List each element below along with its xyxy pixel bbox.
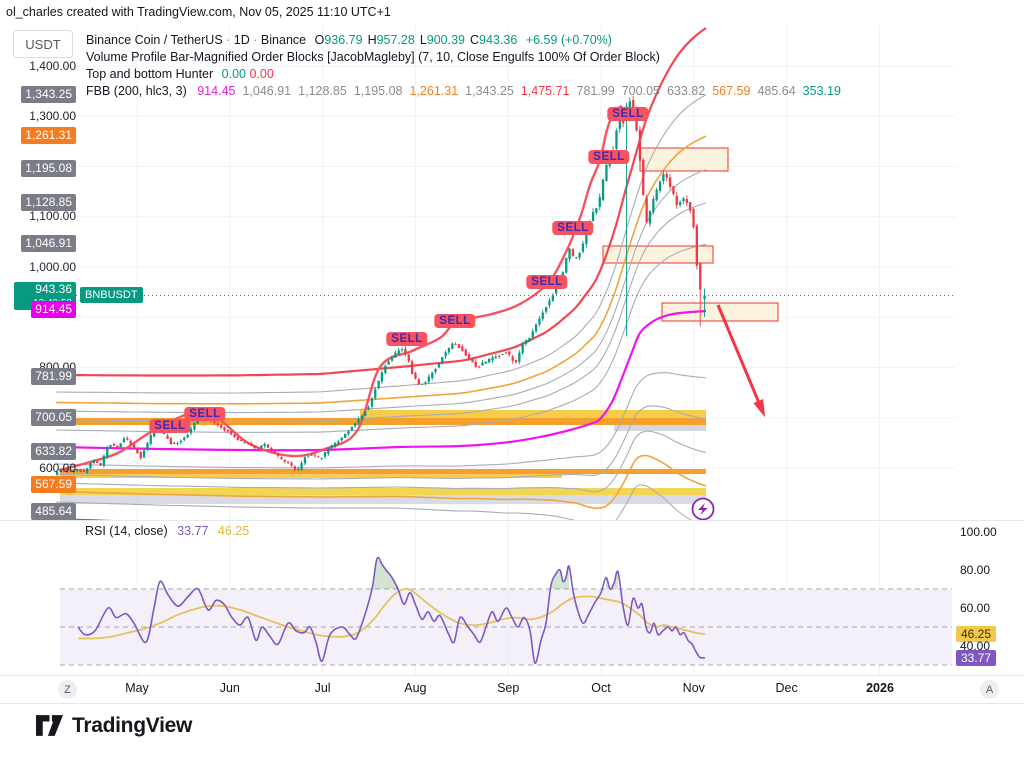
ohlc-o: O936.79 xyxy=(314,33,363,47)
sell-signal-label: SELL xyxy=(434,314,476,328)
time-axis-month: Aug xyxy=(404,681,427,695)
price-axis-label: 600.00 xyxy=(39,460,76,475)
main-price-pane[interactable] xyxy=(55,27,779,594)
fbb-value: 914.45 xyxy=(197,84,236,98)
fbb-value: 633.82 xyxy=(666,84,706,98)
rsi-axis-label: 40.00 xyxy=(960,639,991,653)
rsi-axis-label: 60.00 xyxy=(960,601,991,615)
symbol-tag: BNBUSDT xyxy=(80,287,143,304)
rsi-axis-label: 100.00 xyxy=(960,525,997,539)
ohlc-l: L900.39 xyxy=(419,33,466,47)
year-label: 2026 xyxy=(866,681,894,695)
sell-signal-label: SELL xyxy=(184,407,226,421)
time-axis-month: Jun xyxy=(219,681,240,695)
time-axis-month: Dec xyxy=(775,681,798,695)
fbb-value: 353.19 xyxy=(802,84,841,98)
time-axis-separator xyxy=(0,675,1024,676)
time-axis-month: May xyxy=(125,681,149,695)
exchange-label: Binance xyxy=(260,33,307,47)
creator-watermark: ol_charles created with TradingView.com,… xyxy=(6,5,391,19)
flash-icon[interactable] xyxy=(691,497,715,521)
price-axis-badge-gray: 485.64 xyxy=(31,502,76,520)
fbb-values: 914.45 1,046.91 1,128.85 1,195.08 1,261.31 1,… xyxy=(190,84,841,98)
hunter-indicator-name: Top and bottom Hunter xyxy=(86,67,214,81)
fbb-value: 1,046.91 xyxy=(242,84,292,98)
hunter-top-value: 0.00 xyxy=(221,67,246,81)
price-axis-badge-gray: 781.99 xyxy=(31,368,76,386)
hunter-bottom-value: 0.00 xyxy=(249,67,274,81)
fbb-value: 1,195.08 xyxy=(353,84,403,98)
price-axis-label: 1,400.00 xyxy=(29,58,76,73)
price-axis-label: 1,100.00 xyxy=(29,209,76,224)
price-axis-label: 1,000.00 xyxy=(29,259,76,274)
sell-signal-label: SELL xyxy=(607,107,649,121)
change-value: +6.59 (+0.70%) xyxy=(525,33,612,47)
price-axis-badge-gray: 1,128.85 xyxy=(21,193,76,211)
tradingview-logo[interactable]: TradingView xyxy=(36,713,192,738)
fbb-indicator-name: FBB (200, hlc3, 3) xyxy=(86,84,187,98)
pane-separator[interactable] xyxy=(0,520,1024,521)
rsi-axis-badge-yellow: 46.25 xyxy=(956,626,997,643)
rsi-indicator-row[interactable]: RSI (14, close) 33.77 46.25 xyxy=(85,524,249,538)
symbol-title: Binance Coin / TetherUS xyxy=(86,33,223,47)
sell-signal-label: SELL xyxy=(526,275,568,289)
price-axis-badge-gray: 1,343.25 xyxy=(21,86,76,104)
fbb-bands xyxy=(55,27,707,520)
fbb-value: 781.99 xyxy=(576,84,615,98)
volume-profile-indicator-row[interactable]: Volume Profile Bar-Magnified Order Block… xyxy=(86,50,660,64)
volume-profile-bands xyxy=(60,410,706,504)
price-axis-label: 1,300.00 xyxy=(29,108,76,123)
fbb-value: 485.64 xyxy=(757,84,796,98)
sell-signal-label: SELL xyxy=(552,221,594,235)
time-axis-month: Oct xyxy=(591,681,611,695)
rsi-pane[interactable] xyxy=(60,556,952,666)
tradingview-logo-text: TradingView xyxy=(72,713,193,737)
time-axis-month: Nov xyxy=(682,681,705,695)
time-axis-month: Sep xyxy=(497,681,520,695)
sell-signal-label: SELL xyxy=(149,419,191,433)
fbb-value: 1,343.25 xyxy=(465,84,514,98)
price-axis-badge-orange: 1,261.31 xyxy=(21,127,76,145)
fbb-value: 1,128.85 xyxy=(298,84,347,98)
price-axis-badge-gray: 1,195.08 xyxy=(21,160,76,178)
rsi-axis-badge-purple: 33.77 xyxy=(956,649,997,666)
time-axis-month: Jul xyxy=(314,681,331,695)
fbb-value: 1,475.71 xyxy=(520,84,570,98)
price-axis-badge-magenta: 914.45 xyxy=(31,301,76,319)
rsi-ma-value: 46.25 xyxy=(217,524,250,538)
fbb-value: 1,261.31 xyxy=(409,84,459,98)
zoom-out-button[interactable]: Z xyxy=(58,680,77,699)
fbb-value: 567.59 xyxy=(712,84,751,98)
tradingview-logo-icon xyxy=(36,715,63,736)
rsi-value: 33.77 xyxy=(177,524,209,538)
projection-arrow xyxy=(716,304,766,418)
legend-separator: · xyxy=(226,33,231,47)
sell-signal-label: SELL xyxy=(386,332,428,346)
legend-separator: · xyxy=(253,33,258,47)
hunter-indicator-row[interactable]: Top and bottom Hunter 0.00 0.00 xyxy=(86,67,274,81)
rsi-axis-label: 80.00 xyxy=(960,563,991,577)
interval-label: 1D xyxy=(233,33,250,47)
price-axis-badge-gray: 700.05 xyxy=(31,409,76,427)
currency-toggle-button[interactable]: USDT xyxy=(13,30,73,58)
zoom-in-button[interactable]: A xyxy=(980,680,999,699)
symbol-legend-row[interactable]: Binance Coin / TetherUS · 1D · Binance O… xyxy=(86,33,612,47)
rsi-indicator-name: RSI (14, close) xyxy=(85,524,168,538)
ohlc-values: O936.79 H957.28 L900.39 C943.36 xyxy=(310,33,518,47)
sell-signal-label: SELL xyxy=(588,150,630,164)
price-axis-badge-gray: 1,046.91 xyxy=(21,234,76,252)
ohlc-c: C943.36 xyxy=(470,33,518,47)
rsi-ma-line xyxy=(77,587,706,640)
price-axis-badge-orange: 567.59 xyxy=(31,475,76,493)
price-axis-badge-gray: 633.82 xyxy=(31,442,76,460)
ohlc-h: H957.28 xyxy=(367,33,415,47)
rsi-line xyxy=(77,556,706,664)
fbb-value: 700.05 xyxy=(621,84,660,98)
footer-separator xyxy=(0,703,1024,704)
fbb-indicator-row[interactable]: FBB (200, hlc3, 3) 914.45 1,046.91 1,128.8… xyxy=(86,84,841,98)
